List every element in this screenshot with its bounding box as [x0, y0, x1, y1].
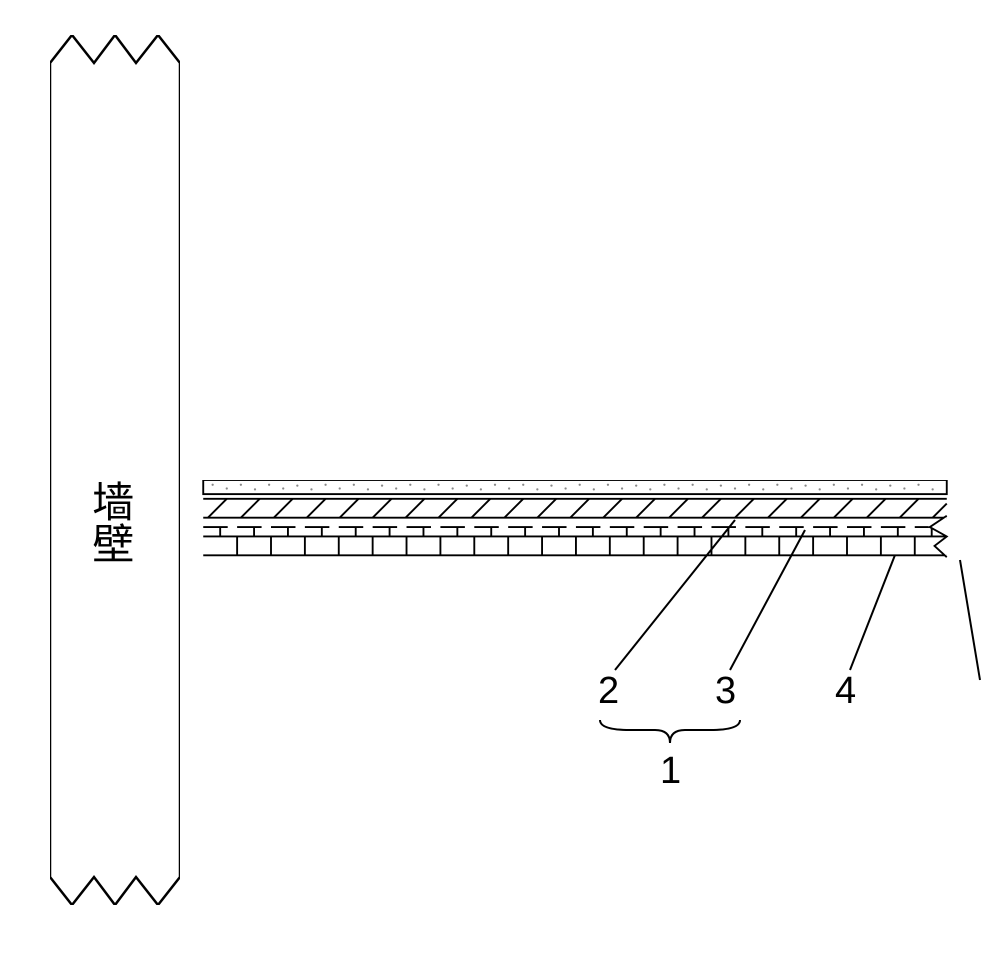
wall-shape — [50, 35, 180, 905]
group-brace — [590, 715, 750, 755]
floor-assembly — [180, 480, 970, 560]
layer-4 — [203, 536, 947, 555]
label-1: 1 — [660, 750, 681, 793]
layer-top — [203, 480, 947, 494]
label-3: 3 — [715, 670, 736, 713]
layer-2 — [203, 499, 947, 518]
wall-label: 墙壁 — [80, 480, 139, 564]
layer-3 — [203, 527, 947, 536]
label-4: 4 — [835, 670, 856, 713]
label-2: 2 — [598, 670, 619, 713]
